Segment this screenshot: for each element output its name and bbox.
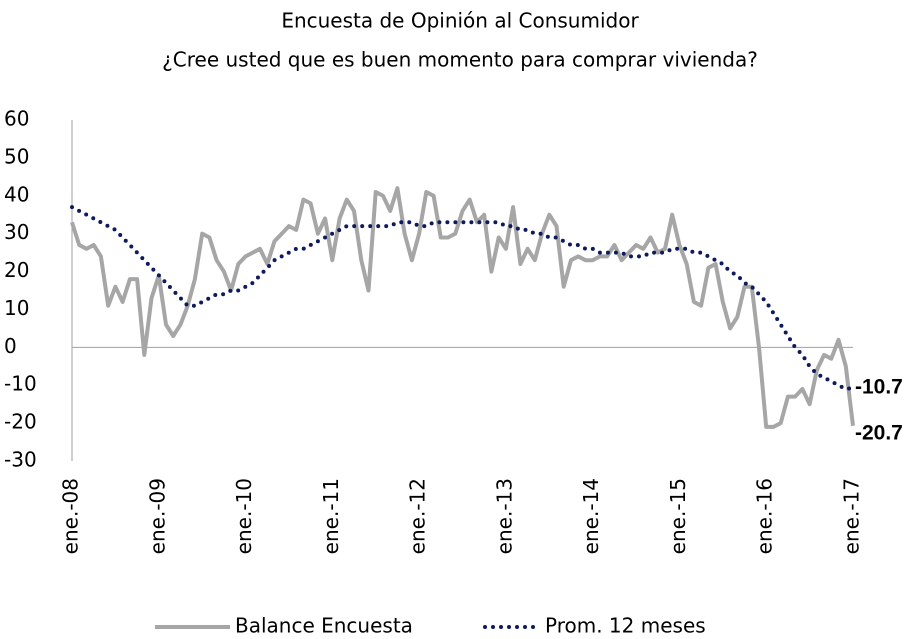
x-tick-label: ene.-15 xyxy=(666,478,690,554)
series-line xyxy=(70,205,855,391)
data-label: -20.7 xyxy=(855,421,903,444)
y-tick-label: 20 xyxy=(4,258,29,282)
x-tick-label: ene.-12 xyxy=(406,478,430,554)
x-tick-label: ene.-10 xyxy=(232,478,256,554)
x-tick-label: ene.-08 xyxy=(59,478,83,554)
y-tick-label: 60 xyxy=(4,107,29,131)
chart-title: Encuesta de Opinión al Consumidor xyxy=(281,9,639,33)
legend-label: Prom. 12 meses xyxy=(545,614,706,638)
y-tick-label: -10 xyxy=(4,372,37,396)
y-tick-label: -20 xyxy=(4,410,37,434)
legend-label: Balance Encuesta xyxy=(235,614,413,638)
y-tick-label: 40 xyxy=(4,182,29,206)
x-tick-label: ene.-14 xyxy=(579,478,603,554)
chart-subtitle: ¿Cree usted que es buen momento para com… xyxy=(162,48,758,72)
x-tick-label: ene.-17 xyxy=(840,478,864,554)
y-tick-label: 50 xyxy=(4,144,29,168)
y-tick-label: 10 xyxy=(4,296,29,320)
x-tick-label: ene.-16 xyxy=(753,478,777,554)
data-label: -10.7 xyxy=(855,375,903,398)
y-tick-label: -30 xyxy=(4,448,37,472)
x-tick-label: ene.-13 xyxy=(492,478,516,554)
x-tick-label: ene.-11 xyxy=(319,478,343,554)
series-line xyxy=(70,186,855,429)
y-tick-label: 0 xyxy=(4,334,17,358)
x-tick-label: ene.-09 xyxy=(145,478,169,554)
y-tick-label: 30 xyxy=(4,220,29,244)
